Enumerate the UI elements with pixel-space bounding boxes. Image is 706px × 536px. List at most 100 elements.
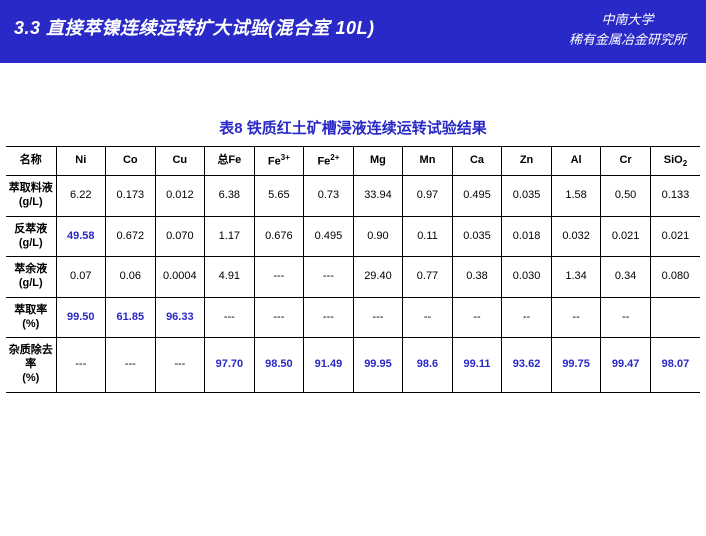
org-block: 中南大学 稀有金属冶金研究所 — [569, 10, 692, 49]
cell: --- — [304, 297, 354, 338]
cell: --- — [304, 257, 354, 298]
cell — [650, 297, 700, 338]
cell: --- — [56, 338, 106, 392]
cell: 0.07 — [56, 257, 106, 298]
col-header: Zn — [502, 147, 552, 176]
slide-title: 3.3 直接萃镍连续运转扩大试验(混合室 10L) — [14, 10, 375, 40]
cell: 0.070 — [155, 216, 205, 257]
cell: --- — [254, 297, 304, 338]
table-row: 萃取料液(g/L)6.220.1730.0126.385.650.7333.94… — [6, 176, 700, 217]
cell: 0.133 — [650, 176, 700, 217]
cell: 1.58 — [551, 176, 601, 217]
cell: 0.021 — [601, 216, 651, 257]
col-header: Ni — [56, 147, 106, 176]
cell: 49.58 — [56, 216, 106, 257]
cell: -- — [452, 297, 502, 338]
cell: --- — [155, 338, 205, 392]
cell: 6.22 — [56, 176, 106, 217]
cell: 98.50 — [254, 338, 304, 392]
col-header: Co — [106, 147, 156, 176]
col-header: Ca — [452, 147, 502, 176]
col-header: SiO2 — [650, 147, 700, 176]
cell: 0.34 — [601, 257, 651, 298]
cell: 0.38 — [452, 257, 502, 298]
cell: 0.030 — [502, 257, 552, 298]
col-header: Al — [551, 147, 601, 176]
cell: 33.94 — [353, 176, 403, 217]
row-label: 萃取率(%) — [6, 297, 56, 338]
cell: 0.173 — [106, 176, 156, 217]
cell: 0.06 — [106, 257, 156, 298]
cell: -- — [551, 297, 601, 338]
cell: 0.032 — [551, 216, 601, 257]
cell: 91.49 — [304, 338, 354, 392]
cell: 99.47 — [601, 338, 651, 392]
cell: -- — [601, 297, 651, 338]
cell: 0.676 — [254, 216, 304, 257]
cell: 0.495 — [452, 176, 502, 217]
table-row: 萃余液(g/L)0.070.060.00044.91------29.400.7… — [6, 257, 700, 298]
cell: 0.50 — [601, 176, 651, 217]
org-line1: 中南大学 — [569, 10, 686, 30]
cell: 98.07 — [650, 338, 700, 392]
cell: 61.85 — [106, 297, 156, 338]
cell: 0.495 — [304, 216, 354, 257]
cell: 0.018 — [502, 216, 552, 257]
table-body: 萃取料液(g/L)6.220.1730.0126.385.650.7333.94… — [6, 176, 700, 392]
cell: 1.17 — [205, 216, 255, 257]
col-header: 总Fe — [205, 147, 255, 176]
cell: 99.75 — [551, 338, 601, 392]
slide-header: 3.3 直接萃镍连续运转扩大试验(混合室 10L) 中南大学 稀有金属冶金研究所 — [0, 0, 706, 63]
cell: 0.012 — [155, 176, 205, 217]
cell: 0.77 — [403, 257, 453, 298]
row-label: 萃余液(g/L) — [6, 257, 56, 298]
col-header: Cu — [155, 147, 205, 176]
cell: 96.33 — [155, 297, 205, 338]
cell: 0.90 — [353, 216, 403, 257]
cell: -- — [403, 297, 453, 338]
cell: 0.035 — [452, 216, 502, 257]
cell: 0.080 — [650, 257, 700, 298]
table-row: 杂质除去率(%)---------97.7098.5091.4999.9598.… — [6, 338, 700, 392]
table-caption: 表8 铁质红土矿槽浸液连续运转试验结果 — [0, 117, 706, 138]
col-header: 名称 — [6, 147, 56, 176]
cell: 0.0004 — [155, 257, 205, 298]
cell: 99.95 — [353, 338, 403, 392]
cell: --- — [254, 257, 304, 298]
col-header: Mn — [403, 147, 453, 176]
table-row: 萃取率(%)99.5061.8596.33-------------------… — [6, 297, 700, 338]
row-label: 反萃液(g/L) — [6, 216, 56, 257]
table-container: 名称NiCoCu总FeFe3+Fe2+MgMnCaZnAlCrSiO2 萃取料液… — [0, 146, 706, 393]
org-line2: 稀有金属冶金研究所 — [569, 30, 686, 50]
table-row: 反萃液(g/L)49.580.6720.0701.170.6760.4950.9… — [6, 216, 700, 257]
results-table: 名称NiCoCu总FeFe3+Fe2+MgMnCaZnAlCrSiO2 萃取料液… — [6, 146, 700, 393]
col-header: Fe2+ — [304, 147, 354, 176]
cell: 97.70 — [205, 338, 255, 392]
col-header: Cr — [601, 147, 651, 176]
cell: 0.021 — [650, 216, 700, 257]
header-row: 名称NiCoCu总FeFe3+Fe2+MgMnCaZnAlCrSiO2 — [6, 147, 700, 176]
cell: --- — [106, 338, 156, 392]
cell: 0.035 — [502, 176, 552, 217]
cell: 5.65 — [254, 176, 304, 217]
cell: 98.6 — [403, 338, 453, 392]
table-head: 名称NiCoCu总FeFe3+Fe2+MgMnCaZnAlCrSiO2 — [6, 147, 700, 176]
cell: 99.11 — [452, 338, 502, 392]
cell: 1.34 — [551, 257, 601, 298]
cell: --- — [353, 297, 403, 338]
row-label: 萃取料液(g/L) — [6, 176, 56, 217]
cell: 99.50 — [56, 297, 106, 338]
cell: 4.91 — [205, 257, 255, 298]
cell: 6.38 — [205, 176, 255, 217]
cell: 29.40 — [353, 257, 403, 298]
cell: 0.11 — [403, 216, 453, 257]
cell: 0.97 — [403, 176, 453, 217]
cell: 93.62 — [502, 338, 552, 392]
cell: 0.73 — [304, 176, 354, 217]
cell: -- — [502, 297, 552, 338]
row-label: 杂质除去率(%) — [6, 338, 56, 392]
cell: 0.672 — [106, 216, 156, 257]
col-header: Mg — [353, 147, 403, 176]
cell: --- — [205, 297, 255, 338]
col-header: Fe3+ — [254, 147, 304, 176]
